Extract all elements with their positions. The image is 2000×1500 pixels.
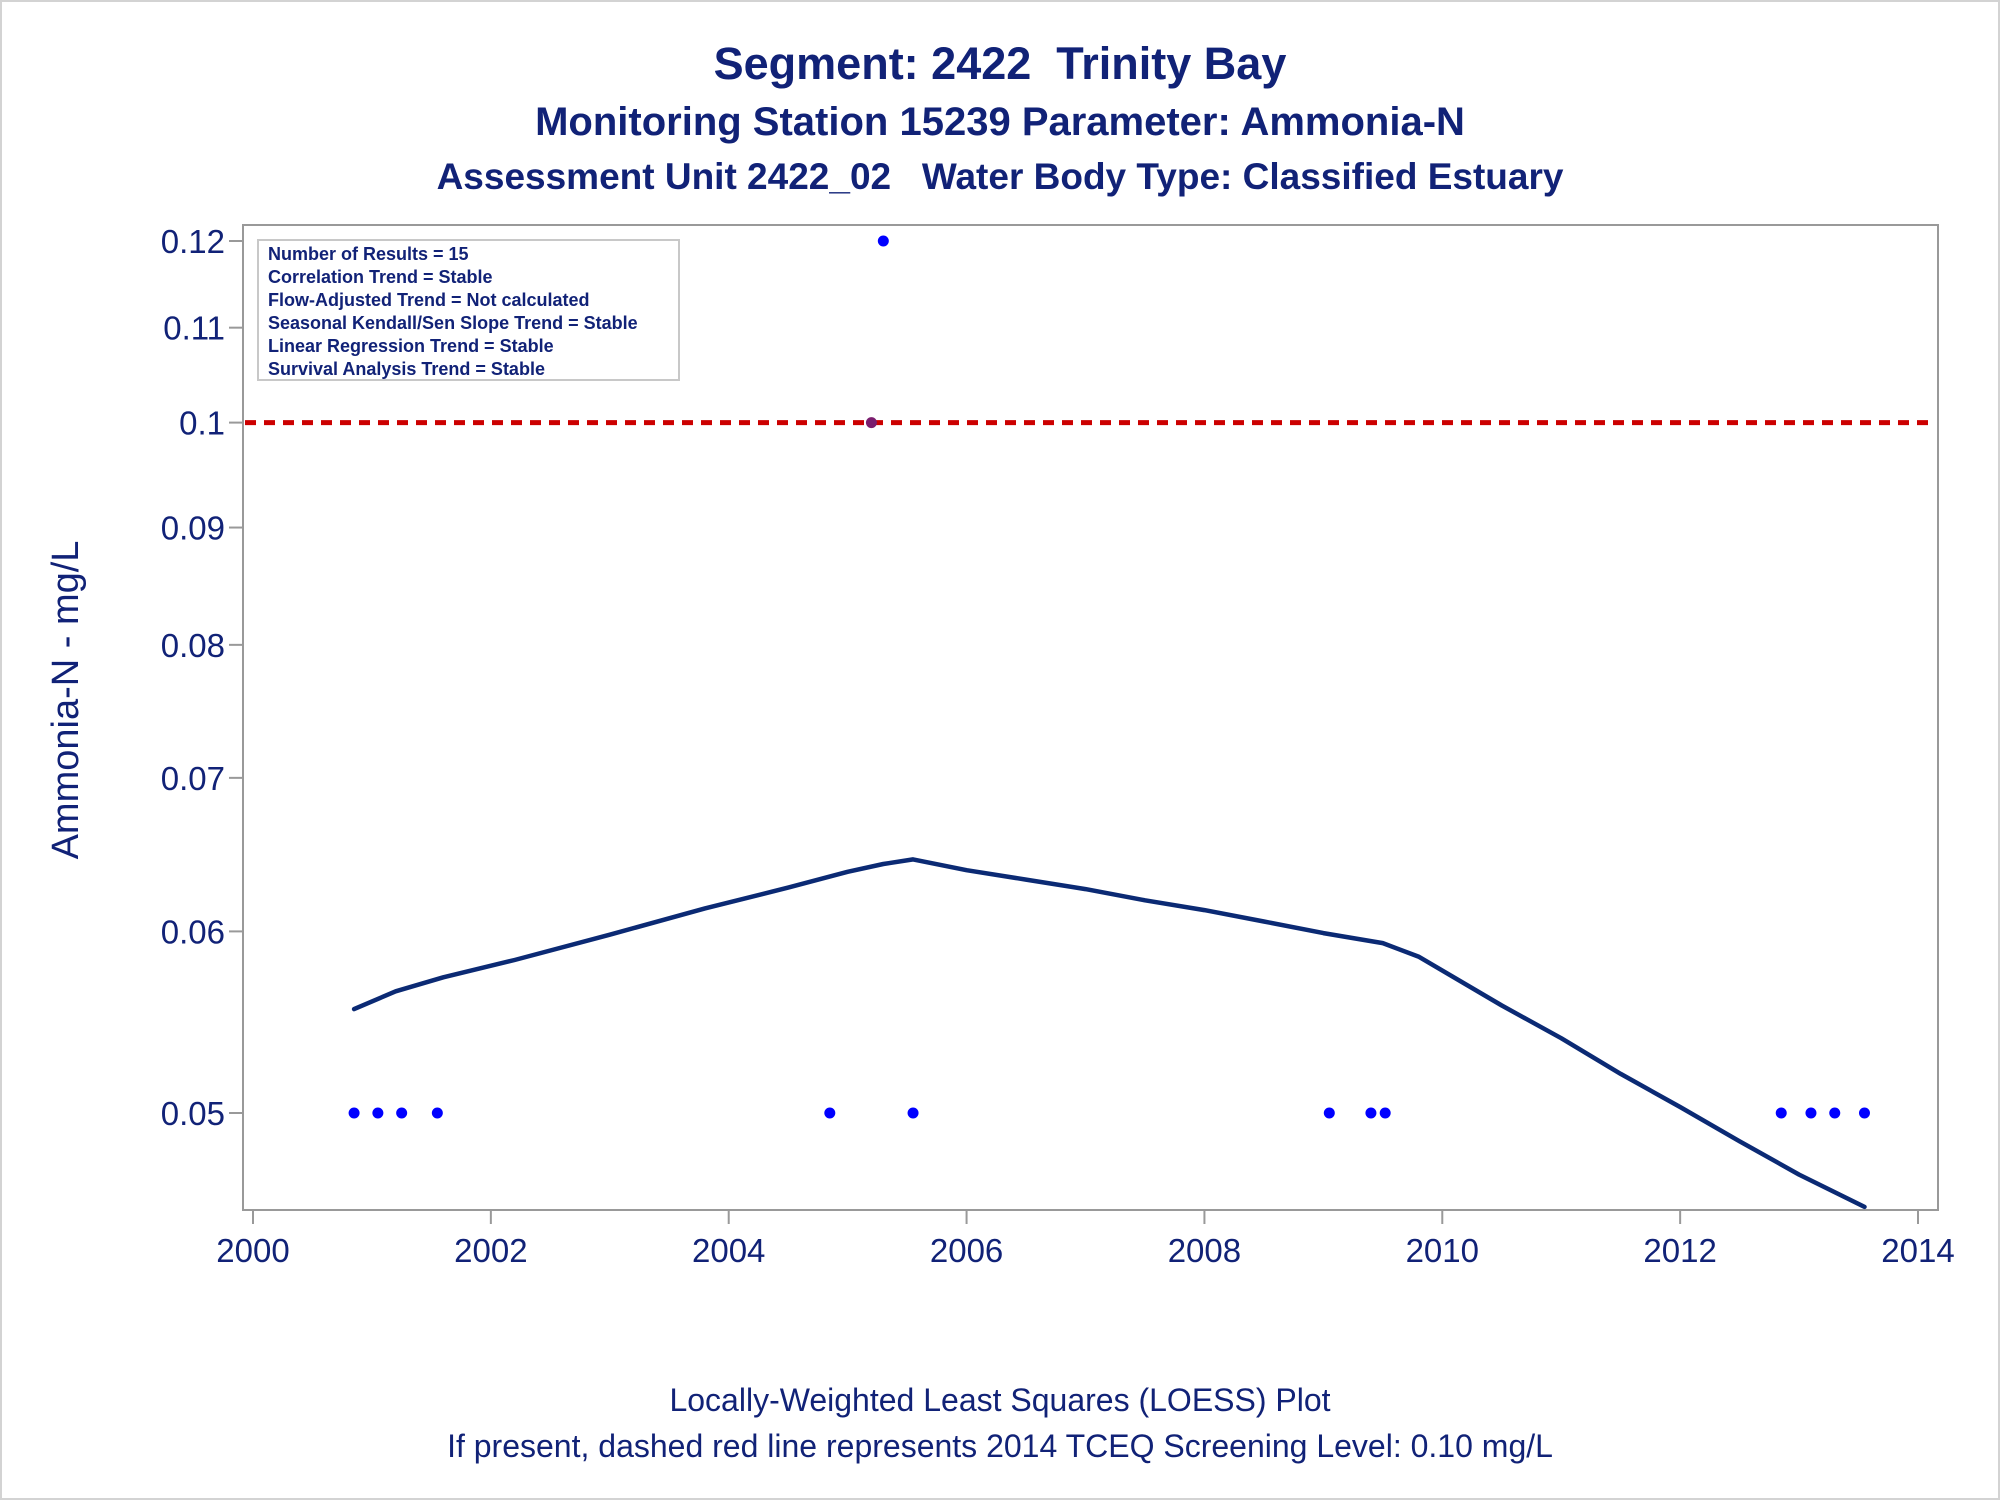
data-point	[1365, 1107, 1377, 1119]
loess-line	[351, 857, 1867, 1210]
x-tick-label: 2004	[692, 1232, 765, 1269]
x-tick-label: 2010	[1406, 1232, 1479, 1269]
stats-seasonal-kendall-trend: Seasonal Kendall/Sen Slope Trend = Stabl…	[268, 313, 638, 333]
y-tick-label: 0.05	[161, 1095, 225, 1132]
stats-flow-adjusted-trend: Flow-Adjusted Trend = Not calculated	[268, 290, 590, 310]
data-point	[1805, 1107, 1817, 1119]
data-point	[877, 235, 889, 247]
data-point	[372, 1107, 384, 1119]
loess-curve	[351, 857, 1867, 1210]
y-tick-label: 0.06	[161, 913, 225, 950]
x-tick-label: 2008	[1168, 1232, 1241, 1269]
y-tick-label: 0.07	[161, 760, 225, 797]
stats-linear-regression-trend: Linear Regression Trend = Stable	[268, 336, 554, 356]
chart-title: Segment: 2422 Trinity Bay	[713, 38, 1287, 89]
data-points	[348, 235, 1870, 1119]
chart-subtitle-assessment: Assessment Unit 2422_02 Water Body Type:…	[436, 156, 1564, 197]
stats-correlation-trend: Correlation Trend = Stable	[268, 267, 493, 287]
y-tick-label: 0.1	[179, 405, 225, 442]
data-point	[431, 1107, 443, 1119]
x-tick-label: 2000	[216, 1232, 289, 1269]
x-tick-label: 2012	[1643, 1232, 1716, 1269]
x-tick-label: 2006	[930, 1232, 1003, 1269]
chart-subtitle-station: Monitoring Station 15239 Parameter: Ammo…	[535, 100, 1465, 144]
plot-area	[242, 224, 1939, 1211]
data-point	[1323, 1107, 1335, 1119]
data-point	[396, 1107, 408, 1119]
y-tick-label: 0.12	[161, 223, 225, 260]
data-point	[1829, 1107, 1841, 1119]
stats-survival-analysis-trend: Survival Analysis Trend = Stable	[268, 359, 545, 379]
data-point	[824, 1107, 836, 1119]
y-tick-label: 0.09	[161, 510, 225, 547]
stats-box-border	[257, 239, 680, 381]
data-point	[1858, 1107, 1870, 1119]
y-tick-label: 0.11	[163, 310, 225, 347]
y-axis-label: Ammonia-N - mg/L	[45, 541, 87, 860]
x-tick-label: 2014	[1881, 1232, 1954, 1269]
stats-box: Number of Results = 15 Correlation Trend…	[257, 239, 680, 381]
x-tick-label: 2002	[454, 1232, 527, 1269]
data-point	[865, 417, 877, 429]
plot-method-note: Locally-Weighted Least Squares (LOESS) P…	[669, 1382, 1331, 1418]
screening-level-note: If present, dashed red line represents 2…	[447, 1428, 1553, 1464]
data-point	[348, 1107, 360, 1119]
data-point	[907, 1107, 919, 1119]
y-tick-label: 0.08	[161, 627, 225, 664]
x-axis: 2000 2002 2004 2006 2008 2010 2012 2014	[216, 1210, 1955, 1269]
data-point	[1379, 1107, 1391, 1119]
data-point	[1775, 1107, 1787, 1119]
stats-number-of-results: Number of Results = 15	[268, 244, 469, 264]
y-axis: 0.05 0.06 0.07 0.08 0.09 0.1 0.11 0.12	[161, 223, 243, 1132]
